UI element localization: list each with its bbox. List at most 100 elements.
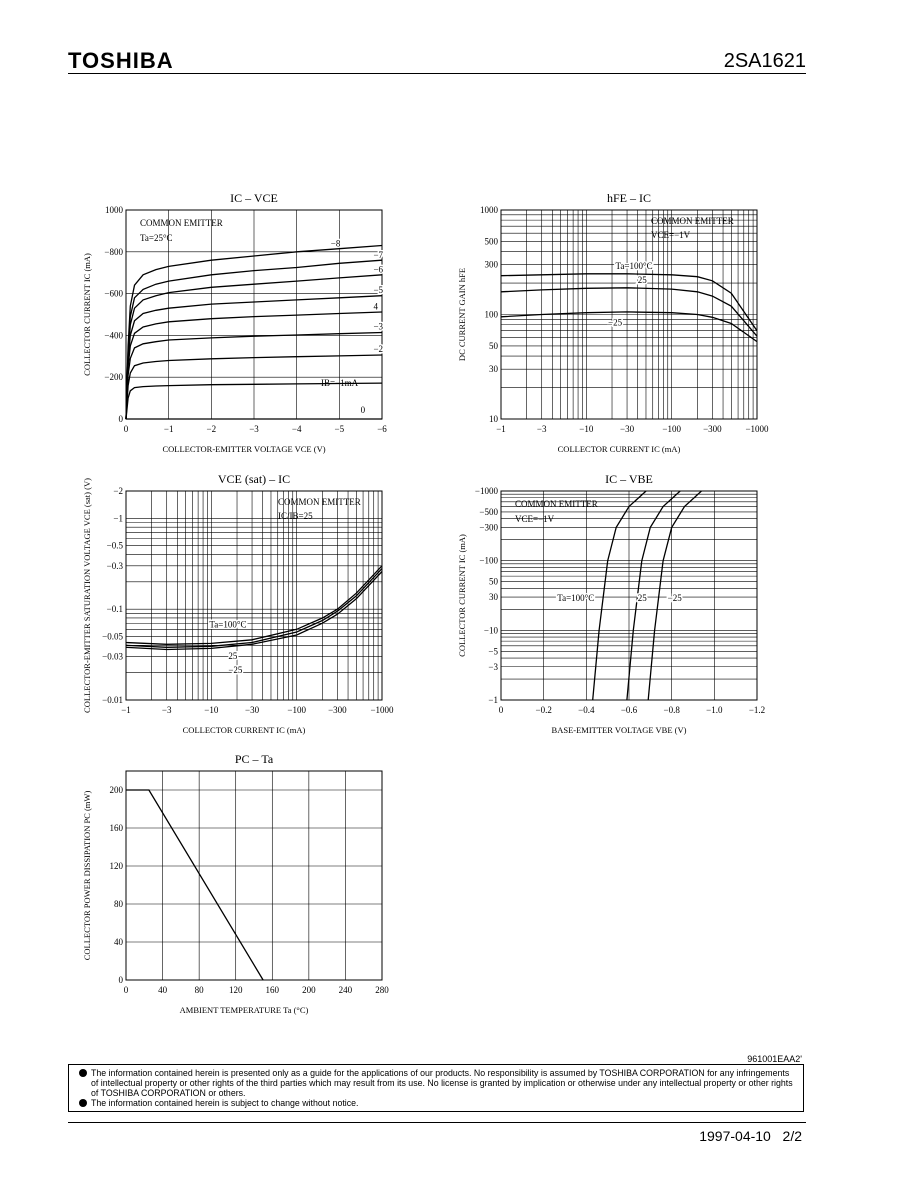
series-line	[125, 568, 383, 648]
series-label: −6	[373, 264, 383, 274]
part-number: 2SA1621	[723, 50, 806, 72]
footer-rule	[68, 1122, 806, 1123]
y-tick-label: −1	[488, 695, 498, 705]
x-tick-label: 0	[499, 705, 504, 715]
y-tick-label: 0	[119, 414, 124, 424]
series-label: Ta=100°C	[616, 261, 653, 271]
y-tick-label: −0.05	[102, 632, 123, 642]
x-tick-label: 40	[158, 985, 168, 995]
plot-frame	[500, 490, 758, 701]
chart-title: PC – Ta	[235, 752, 274, 766]
series-line	[125, 295, 383, 420]
x-axis-label: COLLECTOR-EMITTER VOLTAGE VCE (V)	[162, 444, 325, 454]
chart-annotation: IC/IB=25	[278, 511, 313, 521]
y-tick-label: 30	[489, 364, 499, 374]
notice-item-1: The information contained herein is pres…	[77, 1068, 795, 1098]
x-tick-label: −1000	[745, 424, 769, 434]
chart-ic-vce: 0 −1 −2 −3 −4 −5 −6 0 −200 −400 −600 −800 1000 IC – V…	[82, 191, 387, 454]
y-axis-label: COLLECTOR-EMITTER SATURATION VOLTAGE VCE…	[82, 478, 92, 713]
chart-annotation: Ta=25°C	[140, 233, 173, 243]
document-code: 961001EAA2'	[747, 1054, 802, 1064]
chart-annotation: COMMON EMITTER	[140, 218, 223, 228]
series-label: Ta=100°C	[557, 593, 594, 603]
x-tick-label: −0.2	[536, 705, 552, 715]
chart-title: IC – VBE	[605, 472, 653, 486]
x-tick-label: −100	[287, 705, 306, 715]
y-tick-label: −400	[104, 330, 123, 340]
x-tick-label: −1	[121, 705, 131, 715]
x-tick-label: −10	[579, 424, 594, 434]
y-tick-label: 40	[114, 937, 124, 947]
series-line	[125, 571, 383, 651]
y-tick-label: −100	[479, 556, 498, 566]
x-axis-label: AMBIENT TEMPERATURE Ta (°C)	[180, 1005, 309, 1015]
chart-title: hFE – IC	[607, 191, 651, 205]
x-tick-label: −3	[162, 705, 172, 715]
x-tick-label: −3	[537, 424, 547, 434]
y-tick-label: 160	[110, 823, 124, 833]
y-tick-label: −500	[479, 507, 498, 517]
x-tick-label: 240	[339, 985, 353, 995]
y-tick-label: −0.01	[102, 695, 123, 705]
x-tick-label: −1.0	[706, 705, 723, 715]
y-tick-label: −10	[484, 625, 499, 635]
y-tick-label: 1000	[105, 205, 124, 215]
series-line	[125, 382, 383, 420]
chart-vcesat-ic: −1 −3 −10 −30 −100 −300 −1000 −0.01 −0.03 −0.05 −0…	[82, 472, 394, 735]
x-tick-label: −2	[207, 424, 217, 434]
x-tick-label: 0	[124, 424, 129, 434]
footer-date-page: 1997-04-10 2/2	[699, 1128, 802, 1144]
x-tick-label: −30	[620, 424, 635, 434]
y-tick-label: −0.3	[107, 561, 124, 571]
series-label: −25	[608, 317, 623, 327]
x-tick-label: −1000	[370, 705, 394, 715]
chart-grid	[125, 490, 382, 701]
chart-annotation: COMMON EMITTER	[278, 497, 361, 507]
x-tick-label: −300	[703, 424, 722, 434]
chart-title: IC – VCE	[230, 191, 278, 205]
y-axis-label: DC CURRENT GAIN hFE	[457, 268, 467, 361]
x-tick-label: −3	[249, 424, 259, 434]
plot-frame	[125, 770, 383, 981]
y-tick-label: −0.5	[107, 541, 124, 551]
series-label: 4	[373, 301, 378, 311]
series-label: 25	[638, 593, 648, 603]
y-tick-label: −2	[113, 486, 123, 496]
footer-date: 1997-04-10	[699, 1128, 771, 1144]
series-label: −25	[668, 593, 683, 603]
series-label: −7	[373, 250, 383, 260]
series-line	[500, 311, 758, 343]
series-line	[626, 490, 681, 701]
x-tick-label: −1	[496, 424, 506, 434]
x-tick-label: 280	[375, 985, 389, 995]
x-tick-label: −5	[335, 424, 345, 434]
y-tick-label: 30	[489, 592, 499, 602]
x-tick-label: 160	[266, 985, 280, 995]
chart-annotation: VCE=−1V	[515, 514, 555, 524]
footer-page: 2/2	[782, 1128, 802, 1144]
y-tick-label: 1000	[480, 205, 499, 215]
x-tick-label: −1.2	[749, 705, 765, 715]
series-label: 25	[638, 275, 648, 285]
x-tick-label: −6	[377, 424, 387, 434]
series-line	[125, 274, 383, 420]
series-line	[126, 789, 264, 981]
y-tick-label: −300	[479, 522, 498, 532]
chart-grid	[125, 771, 383, 981]
x-tick-label: −10	[204, 705, 219, 715]
series-label: −3	[373, 322, 383, 332]
series-label: −25	[228, 665, 243, 675]
chart-annotation: VCE=−1V	[651, 230, 691, 240]
y-tick-label: 500	[485, 236, 499, 246]
y-tick-label: 80	[114, 899, 124, 909]
series-line	[125, 244, 383, 420]
x-tick-label: 200	[302, 985, 316, 995]
y-tick-label: 300	[485, 260, 499, 270]
x-tick-label: −4	[292, 424, 302, 434]
x-tick-label: −300	[328, 705, 347, 715]
series-line	[125, 354, 383, 420]
chart-pc-ta: 0 40 80 120 160 200 240 280 0 40 80 120 160 200 PC – T…	[82, 752, 389, 1015]
x-axis-label: COLLECTOR CURRENT IC (mA)	[183, 725, 306, 735]
x-tick-label: 80	[195, 985, 205, 995]
